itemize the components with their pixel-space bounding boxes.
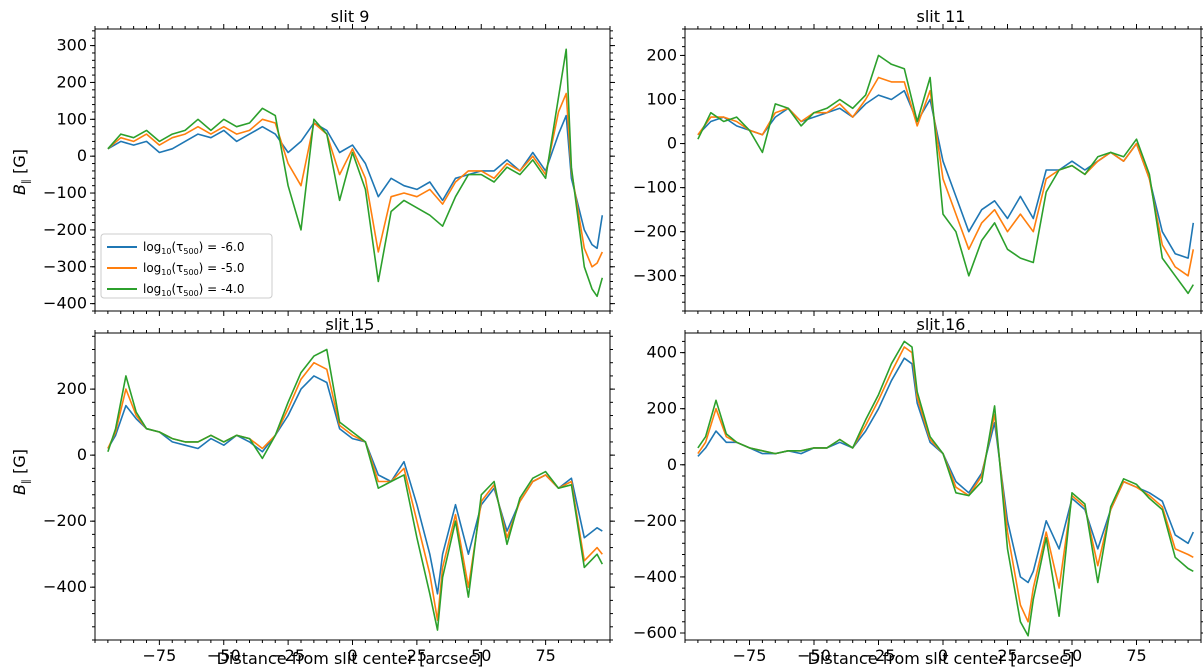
y-axis-label: B∥ [G]: [10, 449, 32, 495]
y-tick-label: −200: [633, 511, 677, 530]
legend: log10(τ500) = -6.0 log10(τ500) = -5.0 lo…: [100, 233, 273, 299]
y-tick-label: −200: [43, 220, 87, 239]
x-tick-label: −75: [733, 646, 767, 665]
y-tick-label: −400: [43, 577, 87, 596]
plot-frame: [684, 28, 1202, 312]
y-tick-label: −300: [43, 257, 87, 276]
y-tick-label: 300: [56, 36, 87, 55]
y-tick-label: −100: [633, 178, 677, 197]
series-line-2: [107, 48, 604, 298]
panel-slit-11: slit 11 −300 −200 −100 0 100 200: [633, 7, 1203, 316]
x-tick-label: 25: [997, 646, 1017, 665]
x-axis-label: Distance from slit center [arcsec]: [808, 649, 1075, 668]
series-line-1: [697, 346, 1194, 623]
series-line-1: [107, 361, 603, 621]
y-tick-label: 100: [56, 109, 87, 128]
series-line-1: [697, 76, 1195, 277]
panel-slit-9: slit 9 B∥ [G] −400 −300 −200 −100 0 100 200 300: [10, 7, 615, 316]
y-tick-label: −100: [43, 183, 87, 202]
panel-title: slit 15: [326, 315, 375, 334]
plot-frame: [94, 332, 611, 641]
y-tick-label: 0: [77, 445, 87, 464]
legend-box: [100, 233, 273, 299]
y-tick-label: −200: [633, 222, 677, 241]
panel-title: slit 9: [331, 7, 370, 26]
y-tick-label: 200: [646, 399, 677, 418]
y-tick-label: −400: [43, 294, 87, 313]
x-tick-label: −25: [862, 646, 896, 665]
y-tick-label: −300: [633, 266, 677, 285]
x-tick-label: −50: [207, 646, 241, 665]
panel-slit-16: slit 16 Distance from slit center [arcse…: [633, 315, 1203, 668]
series-line-2: [697, 340, 1194, 637]
y-tick-label: 400: [646, 343, 677, 362]
x-tick-label: −75: [142, 646, 176, 665]
panel-title: slit 16: [917, 315, 966, 334]
y-axis-label: B∥ [G]: [10, 149, 32, 195]
y-tick-label: 100: [646, 90, 677, 109]
x-tick-label: 50: [1062, 646, 1082, 665]
x-tick-label: 75: [535, 646, 555, 665]
x-tick-label: −50: [797, 646, 831, 665]
series-line-2: [697, 54, 1194, 295]
x-tick-label: 0: [938, 646, 948, 665]
plot-frame: [684, 332, 1202, 641]
x-tick-label: 50: [471, 646, 491, 665]
y-tick-label: −400: [633, 567, 677, 586]
y-tick-label: 200: [56, 72, 87, 91]
series-line-2: [107, 348, 604, 631]
y-tick-label: −600: [633, 623, 677, 642]
x-tick-label: −25: [271, 646, 305, 665]
y-tick-label: 200: [646, 45, 677, 64]
panel-title: slit 11: [917, 7, 966, 26]
panel-slit-15: slit 15 B∥ [G] Distance from slit center…: [10, 315, 615, 668]
y-tick-label: 0: [667, 134, 677, 153]
y-tick-label: 200: [56, 379, 87, 398]
series-line-0: [697, 357, 1195, 584]
x-tick-label: 0: [347, 646, 357, 665]
x-axis-label: Distance from slit center [arcsec]: [217, 649, 484, 668]
y-tick-label: 0: [667, 455, 677, 474]
x-tick-label: 75: [1126, 646, 1146, 665]
x-tick-label: 25: [407, 646, 427, 665]
y-tick-label: 0: [77, 146, 87, 165]
y-tick-label: −200: [43, 511, 87, 530]
